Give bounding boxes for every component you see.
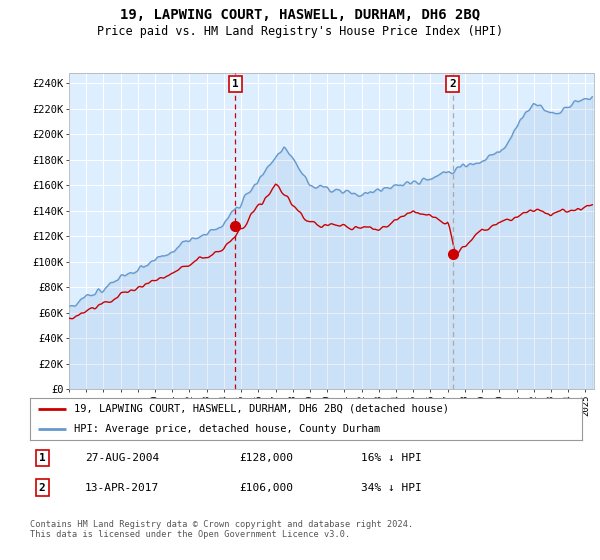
Text: 1: 1: [232, 80, 238, 89]
Text: £128,000: £128,000: [240, 453, 294, 463]
Text: 2: 2: [39, 483, 46, 493]
Text: £106,000: £106,000: [240, 483, 294, 493]
Text: Contains HM Land Registry data © Crown copyright and database right 2024.
This d: Contains HM Land Registry data © Crown c…: [30, 520, 413, 539]
Text: 16% ↓ HPI: 16% ↓ HPI: [361, 453, 422, 463]
Text: HPI: Average price, detached house, County Durham: HPI: Average price, detached house, Coun…: [74, 424, 380, 434]
Text: 19, LAPWING COURT, HASWELL, DURHAM, DH6 2BQ: 19, LAPWING COURT, HASWELL, DURHAM, DH6 …: [120, 8, 480, 22]
Text: 19, LAPWING COURT, HASWELL, DURHAM, DH6 2BQ (detached house): 19, LAPWING COURT, HASWELL, DURHAM, DH6 …: [74, 404, 449, 414]
Text: 34% ↓ HPI: 34% ↓ HPI: [361, 483, 422, 493]
Text: 27-AUG-2004: 27-AUG-2004: [85, 453, 160, 463]
Text: Price paid vs. HM Land Registry's House Price Index (HPI): Price paid vs. HM Land Registry's House …: [97, 25, 503, 38]
Text: 1: 1: [39, 453, 46, 463]
Text: 2: 2: [449, 80, 456, 89]
Text: 13-APR-2017: 13-APR-2017: [85, 483, 160, 493]
